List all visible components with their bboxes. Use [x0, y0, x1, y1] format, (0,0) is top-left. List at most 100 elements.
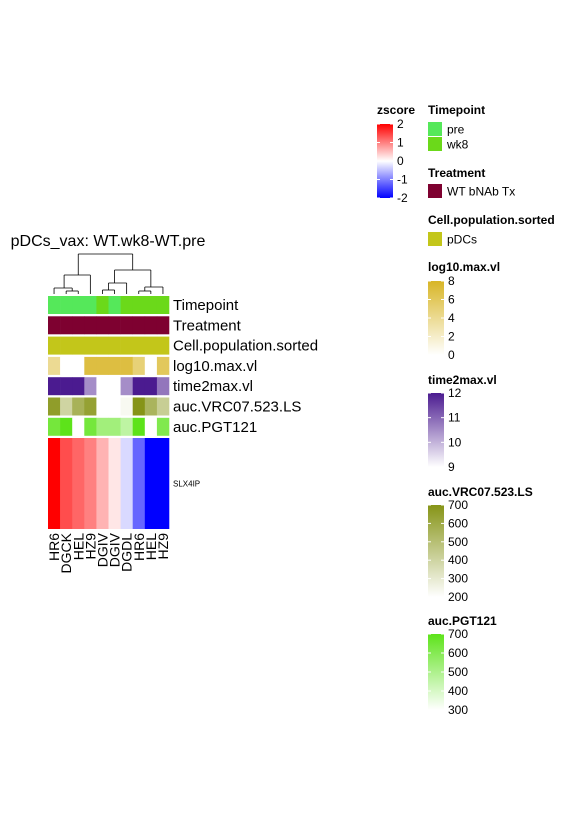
legend-title: auc.PGT121 [428, 614, 497, 628]
annotation-cell [96, 417, 109, 436]
annotation-cell [84, 296, 97, 314]
annotation-cell [132, 397, 146, 416]
legend-title: auc.VRC07.523.LS [428, 485, 533, 499]
annotation-cell [120, 397, 133, 416]
annotation-cell [60, 316, 73, 335]
legend-tick-label: 11 [448, 411, 461, 425]
heatmap-body [48, 438, 170, 529]
annotation-cell [60, 377, 73, 396]
legend-item-label: pre [447, 123, 465, 137]
annotation-cell [72, 336, 85, 355]
legend-colorbar [428, 505, 444, 597]
heatmap-cell [156, 438, 170, 529]
column-label: DGIV [94, 532, 110, 567]
legend-title: Treatment [428, 166, 485, 180]
column-label: HZ9 [82, 533, 98, 560]
annotation-cell [72, 316, 85, 335]
annotation-cell [132, 316, 146, 335]
legend-swatch [428, 137, 442, 151]
legend-tick-label: 1 [397, 136, 404, 150]
legend-tick-label: 10 [448, 435, 462, 449]
heatmap-cell [48, 438, 61, 529]
annotation-cell [96, 316, 109, 335]
legend-item-label: WT bNAb Tx [447, 185, 515, 199]
legend-item-label: pDCs [447, 233, 477, 247]
annotation-cell [132, 417, 146, 436]
column-label: HZ9 [155, 533, 171, 560]
heatmap-cell [120, 438, 133, 529]
annotation-cell [108, 336, 121, 355]
legend-tick-label: 4 [448, 311, 455, 325]
annotation-label: auc.VRC07.523.LS [173, 399, 301, 416]
legend-title: Cell.population.sorted [428, 213, 555, 227]
annotation-cell [144, 296, 158, 314]
annotation-cell [156, 356, 170, 375]
row-labels: SLX4IP [173, 480, 200, 489]
annotation-cell [72, 356, 85, 375]
annotation-cell [144, 417, 158, 436]
annotation-cell [144, 377, 158, 396]
annotation-cell [96, 356, 109, 375]
annotation-cell [108, 417, 121, 436]
annotation-cell [84, 356, 97, 375]
legend-tick-label: 300 [448, 572, 468, 586]
annotation-cell [144, 336, 158, 355]
column-label: HR6 [46, 533, 62, 561]
annotation-cell [120, 356, 133, 375]
legend-colorbar [428, 393, 444, 467]
legend-tick-label: 0 [397, 154, 404, 168]
annotation-cell [108, 377, 121, 396]
legend-tick-label: 6 [448, 293, 455, 307]
annotation-cell [48, 397, 61, 416]
legend-tick-label: 700 [448, 627, 468, 641]
column-dendrogram [53, 253, 164, 294]
annotation-cell [132, 377, 146, 396]
annotation-cell [156, 336, 170, 355]
annotation-cell [60, 356, 73, 375]
legend-tick-label: 2 [448, 330, 455, 344]
annotation-cell [108, 316, 121, 335]
legend-colorbar [428, 634, 444, 710]
annotation-tracks: Timepoint Treatment Cell.population.sorted… [48, 296, 318, 436]
annotation-cell [48, 336, 61, 355]
annotation-cell [120, 377, 133, 396]
column-label: HEL [143, 533, 159, 560]
legend-swatch [428, 184, 442, 198]
annotation-cell [48, 377, 61, 396]
annotation-label: auc.PGT121 [173, 419, 257, 436]
annotation-cell [96, 336, 109, 355]
legend-tick-label: 600 [448, 646, 468, 660]
annotation-cell [120, 316, 133, 335]
annotation-cell [72, 377, 85, 396]
heatmap-cell [96, 438, 109, 529]
legend-title: time2max.vl [428, 373, 497, 387]
legend-tick-label: 300 [448, 703, 468, 717]
legend-tick-label: -2 [397, 191, 408, 205]
annotation-cell [84, 316, 97, 335]
annotation-cell [72, 417, 85, 436]
legend-colorbar [377, 124, 393, 198]
legend-tick-label: 9 [448, 460, 455, 474]
annotation-cell [60, 417, 73, 436]
annotation-label: time2max.vl [173, 378, 253, 395]
legend-colorbar [428, 281, 444, 355]
annotation-cell [132, 336, 146, 355]
column-label: DGIV [107, 532, 123, 567]
column-label: DGCK [58, 532, 74, 573]
annotation-cell [132, 296, 146, 314]
annotation-cell [48, 356, 61, 375]
annotation-cell [84, 336, 97, 355]
annotation-cell [84, 397, 97, 416]
annotation-cell [96, 377, 109, 396]
legend-tick-label: -1 [397, 173, 408, 187]
annotation-cell [144, 316, 158, 335]
annotation-cell [60, 296, 73, 314]
annotation-cell [144, 356, 158, 375]
legend-swatch [428, 232, 442, 246]
annotation-cell [144, 397, 158, 416]
heatmap-cell [84, 438, 97, 529]
annotation-cell [108, 397, 121, 416]
legend-tick-label: 700 [448, 498, 468, 512]
